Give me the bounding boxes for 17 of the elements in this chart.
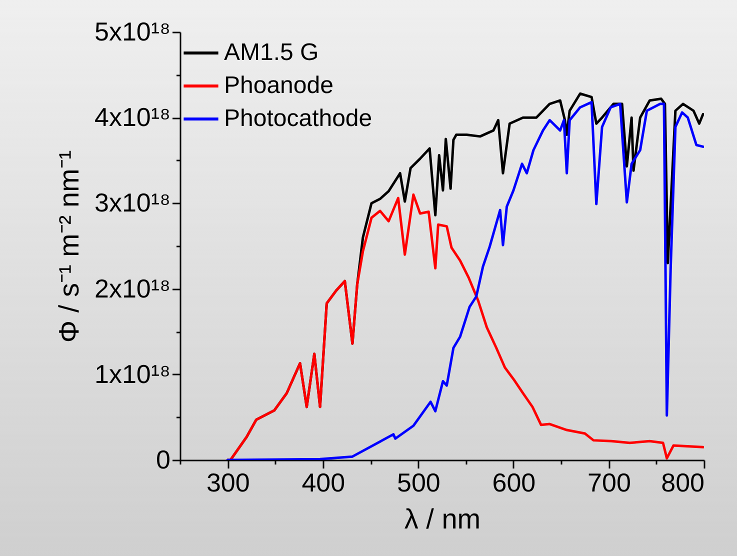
y-tick-label: 4x10¹⁸ [94, 102, 170, 132]
x-tick-label: 600 [492, 468, 536, 498]
legend-label: AM1.5 G [224, 39, 319, 66]
x-tick-label: 500 [396, 468, 440, 498]
legend-label: Phoanode [224, 72, 334, 99]
x-axis-title: λ / nm [404, 504, 481, 534]
legend-label: Photocathode [224, 105, 372, 132]
x-tick-label: 700 [588, 468, 631, 498]
y-tick-label: 1x10¹⁸ [94, 358, 170, 389]
x-tick-label: 400 [302, 468, 346, 498]
y-tick-label: 0 [156, 444, 170, 474]
y-axis-title: Φ / s⁻¹ m⁻² nm⁻¹ [53, 150, 84, 343]
y-tick-label: 2x10¹⁸ [94, 273, 170, 304]
x-tick-label: 300 [206, 468, 250, 498]
x-tick-label: 800 [661, 468, 704, 498]
y-tick-label: 3x10¹⁸ [94, 188, 170, 218]
y-tick-label: 5x10¹⁸ [94, 16, 170, 46]
